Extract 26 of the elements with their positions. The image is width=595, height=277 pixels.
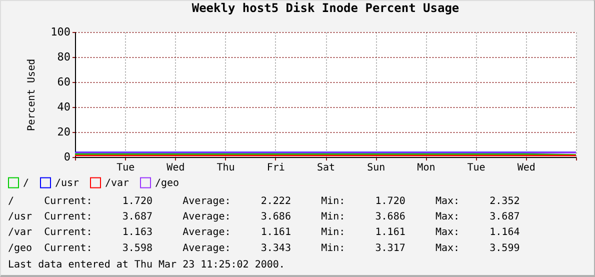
legend-label: /: [23, 178, 30, 189]
y-tick-label: 60: [57, 76, 70, 88]
text: / Current: 1.720 Average: 2.222 Min: 1.720 Max: 2.352: [8, 196, 520, 207]
x-tick-label: Wed: [166, 162, 185, 174]
x-tick-label: Tue: [116, 162, 135, 174]
x-tick-label: Thu: [216, 162, 235, 174]
text: /usr Current: 3.687 Average: 3.686 Min: 3.686 Max: 3.687: [8, 212, 520, 223]
legend-label: /geo: [155, 178, 180, 189]
x-tick-label: Sat: [316, 162, 336, 174]
y-tick-label: 100: [50, 26, 70, 38]
x-tick-label: Sun: [367, 162, 386, 174]
x-tick-label: Fri: [266, 162, 285, 174]
y-tick-label: 0: [64, 150, 70, 164]
y-tick-label: 20: [57, 126, 70, 138]
x-tick-label: Mon: [417, 162, 436, 174]
y-axis-title: Percent Used: [26, 58, 38, 132]
text: Last data entered at Thu Mar 23 11:25:02 2000.: [8, 259, 285, 270]
legend-label: /usr: [55, 178, 80, 189]
text: /geo Current: 3.598 Average: 3.343 Min: 3.317 Max: 3.599: [8, 242, 520, 254]
chart-title: Weekly host5 Disk Inode Percent Usage: [192, 1, 460, 15]
y-tick-label: 80: [57, 50, 70, 64]
y-tick-label: 40: [57, 100, 70, 114]
legend-label: /var: [105, 178, 130, 189]
text: /var Current: 1.163 Average: 1.161 Min: 1.161 Max: 1.164: [8, 227, 520, 238]
x-tick-label: Tue: [467, 162, 486, 174]
x-tick-label: Wed: [517, 162, 536, 174]
